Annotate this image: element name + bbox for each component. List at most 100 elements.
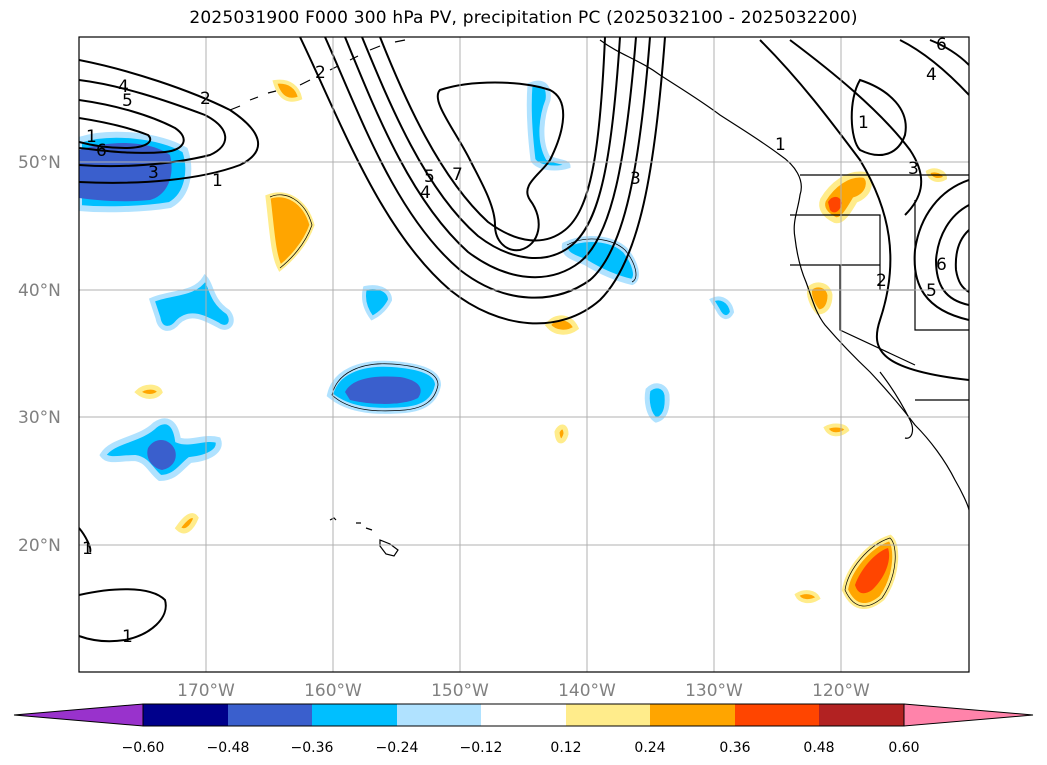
positive-anomaly-region [265, 192, 315, 272]
positive-anomaly-region [554, 424, 569, 444]
negative-anomaly-region [148, 273, 234, 331]
colorbar-tick-label: −0.48 [207, 740, 250, 756]
positive-anomaly-region [794, 590, 821, 604]
colorbar-tick-label: −0.24 [376, 740, 419, 756]
coastline-layer [229, 39, 969, 557]
contour-label: 1 [122, 627, 133, 647]
contour-label: 2 [876, 271, 887, 291]
positive-anomaly-region [272, 79, 303, 102]
pv-contour-trough [299, 37, 666, 325]
positive-anomaly-region [807, 282, 833, 315]
pv-contour-east [850, 78, 907, 156]
contour-label: 6 [936, 255, 947, 275]
colorbar-segment [735, 704, 819, 726]
contour-label: 5 [122, 91, 133, 111]
negative-anomaly-region [709, 296, 735, 319]
pv-contour-trough [344, 37, 637, 279]
latitude-label: 30°N [18, 408, 61, 428]
contour-label: 3 [148, 163, 159, 183]
colorbar-segment [650, 704, 735, 726]
pv-contour-ridge-west [79, 79, 227, 168]
contour-label: 6 [936, 35, 947, 55]
colorbar-segment [481, 704, 566, 726]
strong-negative-region [79, 143, 172, 202]
contour-label: 4 [420, 183, 431, 203]
colorbar: −0.60 −0.48 −0.36 −0.24 −0.12 0.12 0.24 … [13, 703, 1034, 756]
map-title: 2025031900 F000 300 hPa PV, precipitatio… [189, 8, 858, 28]
contour-label: 1 [775, 135, 786, 155]
pv-contour-low [79, 588, 167, 643]
pv-contour-east [929, 39, 969, 66]
contour-label: 1 [212, 171, 223, 191]
colorbar-segment [312, 704, 397, 726]
colorbar-segment [819, 704, 904, 726]
precip-outline [331, 363, 439, 412]
colorbar-segment [566, 704, 650, 726]
positive-anomaly-region [134, 384, 163, 399]
latitude-label: 40°N [18, 281, 61, 301]
colorbar-tick-label: 0.60 [888, 740, 919, 756]
contour-label: 4 [926, 65, 937, 85]
contour-label: 2 [315, 63, 326, 83]
latitude-axis: 50°N 40°N 30°N 20°N [18, 153, 61, 556]
pv-contour-layer [79, 37, 969, 643]
longitude-label: 160°W [304, 681, 362, 701]
strong-negative-region [345, 376, 421, 404]
contour-labels: 4 5 2 2 1 6 3 1 5 4 7 3 1 3 1 2 6 5 4 6 … [82, 35, 947, 647]
contour-label: 5 [926, 281, 937, 301]
pv-contour-ridge-west [79, 99, 185, 154]
longitude-axis: 170°W 160°W 150°W 140°W 130°W 120°W [177, 681, 870, 701]
precip-outline [269, 194, 313, 269]
negative-anomaly-region [361, 285, 393, 321]
pv-contour-trough-inner [436, 81, 565, 252]
colorbar-extend-max [903, 703, 1034, 727]
pv-contour-low [79, 527, 92, 553]
pv-contour-east [899, 39, 969, 96]
contour-label: 4 [118, 77, 129, 97]
pv-contour-east [934, 204, 969, 306]
precip-fill-layer [79, 79, 948, 609]
alaska-coast [599, 39, 969, 511]
colorbar-segment [143, 704, 228, 726]
hawaii-islands [329, 517, 399, 557]
colorbar-tick-label: −0.60 [122, 740, 165, 756]
graticule [79, 37, 969, 672]
pv-contour-east [954, 229, 969, 293]
contour-label: 5 [424, 167, 435, 187]
contour-label: 3 [908, 159, 919, 179]
strong-negative-region [147, 439, 176, 470]
longitude-label: 170°W [177, 681, 235, 701]
baja-coast [879, 371, 914, 439]
pv-contour-ridge-west [79, 59, 260, 184]
longitude-label: 130°W [685, 681, 743, 701]
contour-label: 1 [86, 127, 97, 147]
pv-contour-ridge-west [79, 117, 152, 150]
map-frame [78, 36, 970, 673]
contour-label: 1 [82, 539, 93, 559]
pv-contour-east [789, 39, 923, 216]
pv-contour-trough [361, 37, 621, 260]
colorbar-segment [397, 704, 481, 726]
precip-outline [844, 537, 896, 607]
colorbar-tick-label: 0.24 [634, 740, 665, 756]
contour-label: 7 [452, 165, 463, 185]
strong-positive-region [828, 196, 842, 213]
colorbar-tick-label: 0.12 [550, 740, 581, 756]
precip-outline [566, 238, 637, 283]
latitude-label: 50°N [18, 153, 61, 173]
plot-area: 4 5 2 2 1 6 3 1 5 4 7 3 1 3 1 2 6 5 4 6 … [79, 35, 969, 672]
latitude-label: 20°N [18, 536, 61, 556]
colorbar-tick-label: −0.12 [460, 740, 503, 756]
positive-anomaly-region [174, 513, 199, 534]
strong-positive-region [855, 548, 890, 594]
positive-anomaly-region [819, 171, 872, 224]
colorbar-frame [142, 703, 905, 727]
contour-label: 2 [200, 89, 211, 109]
contour-label: 3 [630, 169, 641, 189]
positive-anomaly-region [823, 423, 850, 437]
longitude-label: 150°W [431, 681, 489, 701]
colorbar-tick-label: −0.36 [291, 740, 334, 756]
negative-anomaly-region [644, 383, 670, 423]
colorbar-segment [228, 704, 312, 726]
